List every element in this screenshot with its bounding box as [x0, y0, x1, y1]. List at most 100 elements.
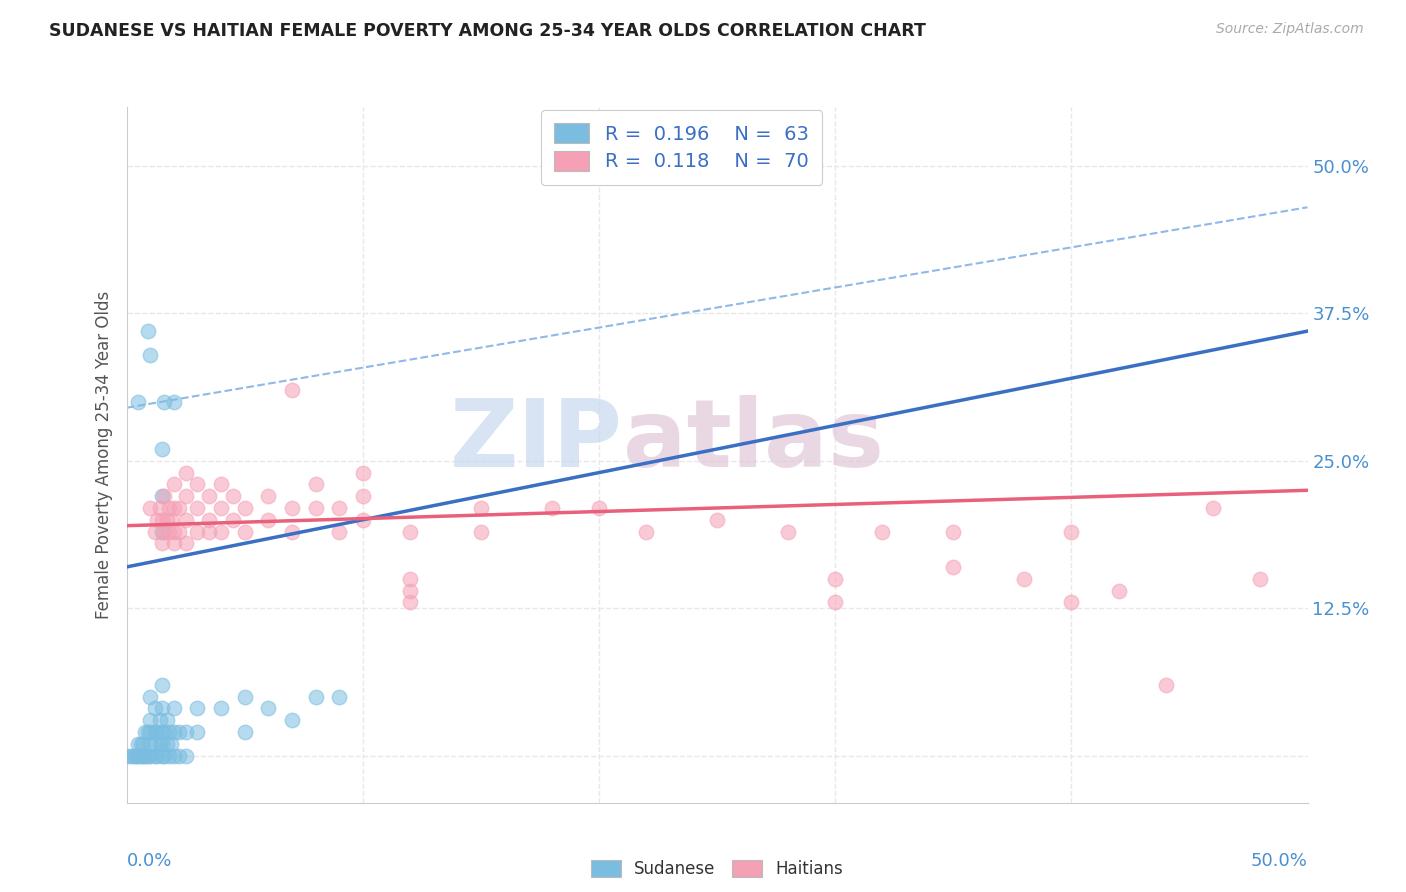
Text: 0.0%: 0.0%: [127, 852, 172, 870]
Point: [167, 524, 190, 539]
Point: [186, 524, 208, 539]
Point: [636, 524, 658, 539]
Point: [134, 748, 156, 763]
Point: [150, 524, 173, 539]
Point: [150, 536, 173, 550]
Point: [139, 748, 162, 763]
Point: [186, 701, 208, 715]
Point: [132, 737, 155, 751]
Point: [706, 513, 728, 527]
Point: [399, 572, 422, 586]
Point: [127, 737, 149, 751]
Point: [136, 725, 159, 739]
Point: [1012, 572, 1035, 586]
Point: [150, 737, 173, 751]
Point: [157, 500, 180, 515]
Text: 50.0%: 50.0%: [1251, 852, 1308, 870]
Point: [470, 500, 492, 515]
Point: [163, 500, 186, 515]
Point: [163, 524, 186, 539]
Point: [143, 524, 166, 539]
Point: [150, 701, 173, 715]
Point: [156, 737, 179, 751]
Y-axis label: Female Poverty Among 25-34 Year Olds: Female Poverty Among 25-34 Year Olds: [94, 291, 112, 619]
Point: [1108, 583, 1130, 598]
Point: [304, 477, 326, 491]
Point: [163, 748, 186, 763]
Point: [281, 713, 304, 727]
Point: [399, 595, 422, 609]
Point: [198, 489, 221, 503]
Point: [174, 466, 197, 480]
Point: [399, 524, 422, 539]
Point: [153, 489, 176, 503]
Point: [328, 690, 350, 704]
Point: [257, 489, 280, 503]
Point: [150, 725, 173, 739]
Text: atlas: atlas: [623, 395, 883, 487]
Point: [149, 500, 172, 515]
Point: [163, 536, 186, 550]
Point: [129, 737, 152, 751]
Point: [824, 572, 846, 586]
Point: [304, 500, 326, 515]
Point: [281, 383, 304, 397]
Point: [150, 513, 173, 527]
Point: [134, 725, 156, 739]
Point: [149, 713, 172, 727]
Point: [129, 748, 152, 763]
Point: [872, 524, 894, 539]
Point: [122, 748, 145, 763]
Point: [143, 748, 166, 763]
Point: [157, 748, 180, 763]
Point: [776, 524, 799, 539]
Point: [139, 690, 162, 704]
Point: [470, 524, 492, 539]
Point: [198, 524, 221, 539]
Point: [149, 737, 172, 751]
Point: [160, 737, 183, 751]
Point: [588, 500, 610, 515]
Point: [1060, 524, 1083, 539]
Point: [156, 513, 179, 527]
Point: [167, 725, 190, 739]
Point: [352, 466, 374, 480]
Point: [136, 324, 159, 338]
Point: [136, 748, 159, 763]
Point: [174, 536, 197, 550]
Point: [139, 725, 162, 739]
Point: [156, 713, 179, 727]
Point: [1154, 678, 1177, 692]
Point: [1202, 500, 1225, 515]
Point: [352, 489, 374, 503]
Point: [233, 690, 256, 704]
Point: [150, 748, 173, 763]
Legend: Sudanese, Haitians: Sudanese, Haitians: [583, 854, 851, 885]
Point: [186, 500, 208, 515]
Point: [167, 748, 190, 763]
Text: ZIP: ZIP: [450, 395, 623, 487]
Point: [125, 748, 148, 763]
Point: [222, 513, 245, 527]
Point: [139, 500, 162, 515]
Point: [233, 725, 256, 739]
Point: [115, 748, 138, 763]
Point: [942, 524, 965, 539]
Point: [132, 748, 155, 763]
Point: [163, 395, 186, 409]
Point: [198, 513, 221, 527]
Point: [160, 513, 183, 527]
Point: [233, 500, 256, 515]
Point: [186, 477, 208, 491]
Point: [304, 690, 326, 704]
Point: [143, 701, 166, 715]
Point: [174, 489, 197, 503]
Point: [399, 583, 422, 598]
Point: [153, 524, 176, 539]
Point: [257, 513, 280, 527]
Point: [328, 524, 350, 539]
Point: [139, 713, 162, 727]
Point: [186, 725, 208, 739]
Point: [163, 725, 186, 739]
Point: [150, 442, 173, 456]
